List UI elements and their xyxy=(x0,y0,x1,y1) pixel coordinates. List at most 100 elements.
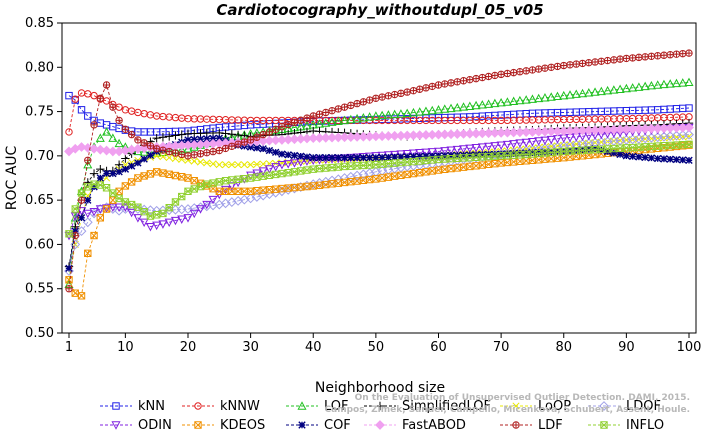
axis-layer: 1 10 20 30 40 50 60 70 80 90 100 0.50 0.55 0.60 0.65 0.… xyxy=(25,16,701,355)
data-point xyxy=(190,185,198,193)
data-point xyxy=(684,129,694,140)
data-point xyxy=(621,83,631,93)
data-point xyxy=(403,88,411,96)
data-point xyxy=(472,151,480,159)
legend-item-fastabod: FastABOD xyxy=(364,418,466,433)
data-point xyxy=(416,85,424,93)
citation-watermark: On the Evaluation of Unsupervised Outlie… xyxy=(355,393,690,403)
data-point xyxy=(685,140,693,149)
data-point xyxy=(591,145,599,153)
data-point xyxy=(89,208,99,219)
data-point xyxy=(221,176,230,185)
legend-item-ldof: LDOF xyxy=(588,399,661,414)
data-point xyxy=(340,178,349,187)
data-point xyxy=(679,50,687,58)
data-point xyxy=(616,144,624,152)
y-tick-label: 0.65 xyxy=(25,193,54,208)
data-point xyxy=(121,125,130,133)
data-point xyxy=(76,142,87,152)
data-point xyxy=(89,169,99,178)
data-point xyxy=(196,135,205,143)
data-point xyxy=(178,192,186,201)
data-point xyxy=(452,145,462,155)
data-point xyxy=(478,150,487,159)
data-point xyxy=(115,187,123,195)
data-point xyxy=(221,129,230,138)
data-point xyxy=(65,264,73,273)
data-point xyxy=(616,150,624,159)
data-point xyxy=(139,218,149,228)
data-point xyxy=(328,180,336,188)
data-point xyxy=(65,230,73,238)
data-point xyxy=(534,65,543,73)
data-point xyxy=(666,155,674,163)
data-point xyxy=(660,155,668,163)
data-point xyxy=(553,62,562,71)
data-point xyxy=(403,153,411,161)
data-point xyxy=(477,143,487,152)
data-point xyxy=(571,89,581,98)
data-point xyxy=(108,133,118,142)
data-point xyxy=(433,147,444,157)
data-point xyxy=(146,170,155,178)
data-point xyxy=(146,151,155,159)
data-point xyxy=(653,80,663,89)
data-point xyxy=(259,145,267,153)
data-point xyxy=(102,121,111,129)
data-point xyxy=(521,138,531,148)
data-point xyxy=(540,92,550,102)
data-point xyxy=(139,147,149,156)
data-point xyxy=(502,97,512,106)
data-point xyxy=(515,139,525,148)
data-point xyxy=(610,56,618,64)
data-point xyxy=(209,147,217,156)
data-point xyxy=(471,144,481,153)
data-point xyxy=(258,167,268,176)
data-point xyxy=(146,212,155,220)
data-point xyxy=(102,97,111,105)
x-tick-label: 10 xyxy=(117,340,134,355)
data-point xyxy=(347,153,355,162)
data-point xyxy=(96,164,105,174)
data-point xyxy=(152,133,161,143)
data-point xyxy=(309,153,317,162)
data-point xyxy=(559,90,569,100)
data-point xyxy=(303,166,311,174)
data-point xyxy=(240,138,249,146)
data-point xyxy=(371,111,381,120)
data-point xyxy=(171,154,180,163)
legend-marker xyxy=(600,421,608,429)
data-point xyxy=(647,154,656,162)
data-point xyxy=(159,153,167,161)
data-point xyxy=(440,104,450,113)
legend-label: LDF xyxy=(538,418,563,433)
data-point xyxy=(566,61,574,69)
data-point xyxy=(189,209,199,219)
data-point xyxy=(416,152,424,161)
data-point xyxy=(284,120,292,129)
data-point xyxy=(672,155,681,164)
data-point xyxy=(340,162,349,171)
data-point xyxy=(497,150,505,158)
legend-marker xyxy=(298,421,306,429)
data-point xyxy=(290,118,299,126)
data-point xyxy=(684,77,694,87)
data-point xyxy=(77,189,86,197)
data-point xyxy=(315,164,324,173)
data-point xyxy=(365,161,374,169)
data-point xyxy=(152,211,161,219)
data-point xyxy=(290,151,299,160)
data-point xyxy=(616,55,624,63)
data-point xyxy=(390,153,399,161)
data-point xyxy=(459,145,469,154)
legend-item-loop: LoOP xyxy=(500,399,571,414)
data-point xyxy=(340,153,349,162)
data-point xyxy=(183,214,193,223)
data-point xyxy=(140,139,148,147)
data-point xyxy=(303,182,311,191)
data-point xyxy=(228,161,236,169)
data-point xyxy=(265,128,274,136)
data-point xyxy=(534,93,544,103)
data-point xyxy=(115,168,123,176)
data-point xyxy=(178,150,186,159)
